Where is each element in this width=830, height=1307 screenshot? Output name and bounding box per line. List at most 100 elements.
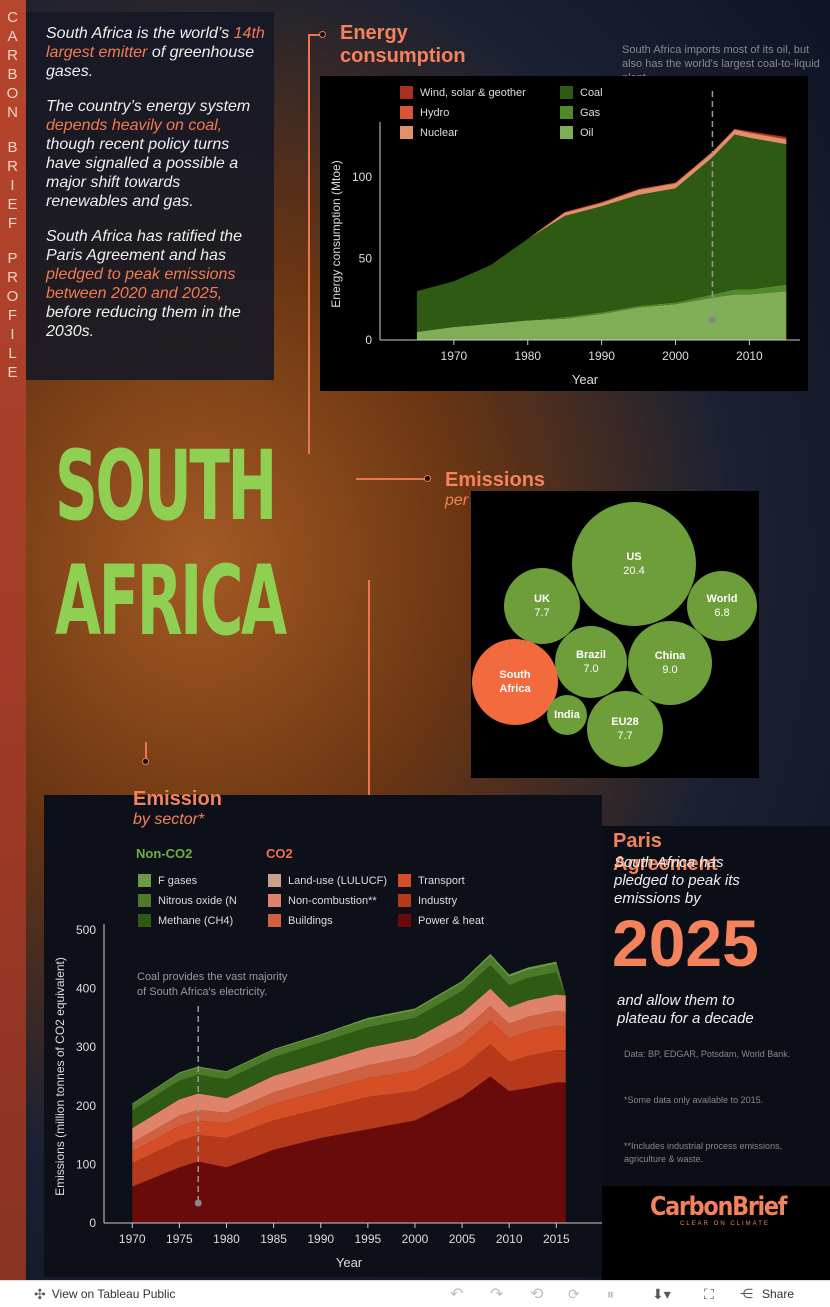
- connector-line: [356, 478, 426, 480]
- y-tick-label: 300: [76, 1040, 96, 1054]
- energy-legend-item-2[interactable]: Nuclear: [400, 126, 458, 139]
- legend-swatch: [398, 894, 411, 907]
- legend-swatch: [138, 894, 151, 907]
- energy-title: Energy consumption: [340, 22, 466, 67]
- bubble-south-africa[interactable]: South Africa: [472, 639, 558, 725]
- area-series-power-heat[interactable]: [132, 1076, 566, 1224]
- tableau-toolbar: ✣ View on Tableau Public ↶ ↷ ⟲ ⟳ ⏸ ⬇▾ ⛶ …: [0, 1280, 830, 1307]
- refresh-icon[interactable]: ⟳: [568, 1285, 580, 1302]
- pause-icon[interactable]: ⏸: [607, 1285, 614, 1302]
- bubble-eu28[interactable]: EU28 7.7: [587, 691, 663, 767]
- y-tick-label: 0: [89, 1216, 96, 1230]
- x-tick-label: 1995: [354, 1232, 381, 1246]
- bubble-label: UK: [534, 593, 550, 605]
- bubble-world[interactable]: World 6.8: [687, 571, 757, 641]
- energy-annotation: South Africa imports most of its oil, bu…: [622, 44, 820, 84]
- sector-legend-item-6[interactable]: Transport: [398, 874, 465, 887]
- legend-swatch: [560, 106, 573, 119]
- area-series-oil[interactable]: [416, 291, 787, 340]
- energy-legend-item-3[interactable]: Coal: [560, 86, 603, 99]
- undo-icon[interactable]: ↶: [450, 1286, 464, 1303]
- area-series-industry[interactable]: [132, 1044, 566, 1187]
- energy-legend-item-0[interactable]: Wind, solar & geother: [400, 86, 526, 99]
- redo-icon[interactable]: ↷: [490, 1286, 504, 1303]
- legend-swatch: [268, 914, 281, 927]
- area-series-non-combustion-[interactable]: [132, 988, 566, 1143]
- bubble-value: 7.0: [583, 663, 599, 675]
- legend-label: Buildings: [288, 914, 333, 927]
- bubble-value: 20.4: [623, 565, 645, 577]
- paris-text-1: South Africa has pledged to peak its emi…: [614, 854, 740, 907]
- sector-chart: 0 100 200 300 400 500 1970 1975 1980 1985 1990 1995…: [53, 923, 602, 1270]
- legend-swatch: [138, 914, 151, 927]
- connector-line: [308, 34, 310, 454]
- sector-legend-item-1[interactable]: Nitrous oxide (N: [138, 894, 237, 907]
- country-title-line2: AFRICA: [55, 545, 287, 657]
- tableau-logo-icon: ✣: [34, 1285, 46, 1302]
- energy-legend-item-4[interactable]: Gas: [560, 106, 600, 119]
- x-tick-label: 2015: [543, 1232, 570, 1246]
- connector-line: [368, 580, 370, 838]
- fullscreen-icon[interactable]: ⛶: [704, 1285, 714, 1302]
- y-tick-label: 200: [76, 1099, 96, 1113]
- paris-title: Paris Agreement: [613, 830, 718, 875]
- area-series-nitrous-oxide-n[interactable]: [132, 956, 566, 1111]
- logo-tagline: CLEAR ON CLIMATE: [680, 1221, 770, 1227]
- area-series-transport[interactable]: [132, 1020, 566, 1164]
- area-series-coal[interactable]: [416, 134, 787, 332]
- sector-legend-item-8[interactable]: Power & heat: [398, 914, 484, 927]
- x-tick-label: 2010: [496, 1232, 523, 1246]
- country-title-line1: SOUTH: [55, 430, 277, 542]
- share-button[interactable]: Share: [762, 1287, 795, 1301]
- sector-legend-item-0[interactable]: F gases: [138, 874, 197, 887]
- energy-legend-item-1[interactable]: Hydro: [400, 106, 449, 119]
- y-axis-label: Energy consumption (Mtoe): [329, 160, 343, 307]
- sector-subtitle: by sector*: [133, 811, 205, 828]
- bubble-brazil[interactable]: Brazil 7.0: [555, 626, 627, 698]
- area-series-nuclear[interactable]: [416, 129, 787, 292]
- data-sources-note: Data: BP, EDGAR, Potsdam, World Bank.: [624, 1049, 791, 1059]
- x-tick-label: 1990: [588, 349, 615, 363]
- annotation-marker-dot: [194, 1199, 202, 1207]
- energy-chart-panel: Wind, solar & geother Hydro Nuclear Coal Gas…: [320, 76, 808, 391]
- sector-legend-item-5[interactable]: Buildings: [268, 914, 333, 927]
- legend-label: Industry: [418, 894, 458, 907]
- legend-swatch: [400, 126, 413, 139]
- view-on-tableau-link[interactable]: View on Tableau Public: [51, 1287, 176, 1301]
- legend-swatch: [138, 874, 151, 887]
- area-series-methane-ch4-[interactable]: [132, 965, 566, 1129]
- sector-legend-item-2[interactable]: Methane (CH4): [138, 914, 233, 927]
- legend-swatch: [560, 86, 573, 99]
- carbonbrief-logo: CarbonBrief: [650, 1192, 788, 1222]
- connector-dot: [319, 31, 326, 38]
- footnote-1: *Some data only available to 2015.: [624, 1095, 764, 1105]
- x-tick-label: 1980: [514, 349, 541, 363]
- download-icon[interactable]: ⬇▾: [652, 1285, 671, 1302]
- legend-label: Nuclear: [420, 126, 458, 139]
- legend-label: Wind, solar & geother: [420, 86, 526, 99]
- y-tick-label: 100: [76, 1157, 96, 1171]
- y-tick-label: 500: [76, 923, 96, 937]
- bubble-uk[interactable]: UK 7.7: [504, 568, 580, 644]
- legend-group-nonco2: Non-CO2: [136, 846, 193, 861]
- y-axis-label: Emissions (million tonnes of CO2 equival…: [53, 957, 67, 1196]
- share-icon[interactable]: ⋲: [740, 1286, 753, 1301]
- paris-panel: Paris Agreement South Africa has pledged …: [602, 826, 830, 1186]
- revert-icon[interactable]: ⟲: [530, 1286, 544, 1303]
- x-tick-label: 2000: [402, 1232, 429, 1246]
- energy-legend-item-5[interactable]: Oil: [560, 126, 593, 139]
- bubble-china[interactable]: China 9.0: [628, 621, 712, 705]
- x-axis-label: Year: [572, 372, 599, 387]
- bubble-us[interactable]: US 20.4: [572, 502, 696, 626]
- sector-legend-item-3[interactable]: Land-use (LULUCF): [268, 874, 387, 887]
- bubble-india[interactable]: India: [547, 695, 587, 735]
- area-series-buildings[interactable]: [132, 1006, 566, 1152]
- legend-swatch: [398, 874, 411, 887]
- legend-swatch: [400, 106, 413, 119]
- sector-legend-item-4[interactable]: Non-combustion**: [268, 894, 377, 907]
- sector-legend-item-7[interactable]: Industry: [398, 894, 457, 907]
- legend-label: Transport: [418, 874, 465, 887]
- legend-swatch: [398, 914, 411, 927]
- x-tick-label: 1985: [260, 1232, 287, 1246]
